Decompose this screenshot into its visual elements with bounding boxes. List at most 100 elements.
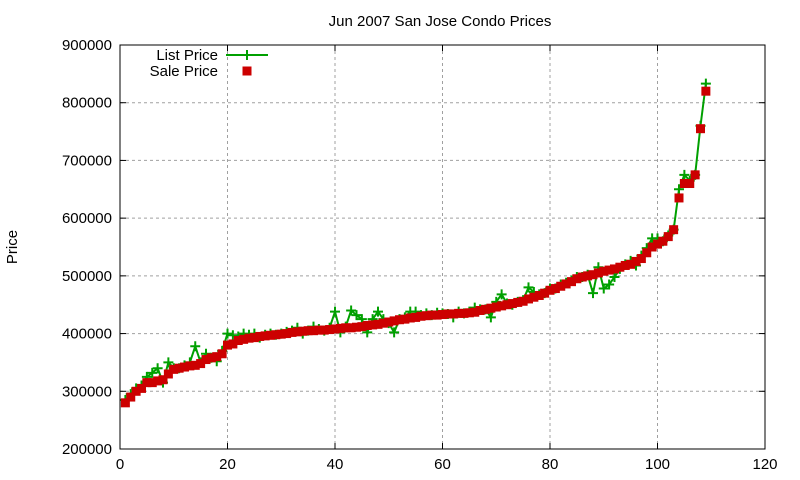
sale-price-point [212, 352, 222, 362]
y-tick-label: 300000 [62, 383, 112, 400]
x-tick-label: 120 [752, 456, 777, 473]
sale-price-point [481, 304, 490, 314]
sale-price-point [239, 334, 249, 344]
sale-price-point [593, 268, 603, 278]
sale-price-point [696, 124, 705, 134]
grid [120, 45, 765, 449]
list-price-point [609, 272, 620, 283]
sale-price-point [631, 256, 641, 266]
list-price-point [346, 305, 357, 316]
legend-sale-price-label: Sale Price [150, 63, 218, 80]
sale-price-point [389, 316, 399, 326]
sale-price-point [502, 300, 512, 310]
sale-price-point [271, 330, 281, 340]
sale-price-point [464, 308, 474, 318]
sale-price-point [120, 398, 130, 408]
sale-price-point [599, 266, 609, 276]
sale-price-point [475, 305, 485, 315]
list-price-point [163, 357, 174, 368]
sale-price-point [567, 277, 576, 287]
x-tick-label: 20 [219, 456, 236, 473]
sale-price-point [421, 311, 431, 321]
sale-price-point [513, 297, 523, 307]
y-tick-label: 400000 [62, 326, 112, 343]
y-tick-label: 900000 [62, 37, 112, 54]
list-price-point [152, 363, 163, 374]
sale-price-point [314, 325, 324, 335]
chart-title: Jun 2007 San Jose Condo Prices [329, 13, 552, 30]
sale-price-point [497, 301, 507, 311]
sale-price-point [255, 331, 265, 341]
y-tick-label: 600000 [62, 210, 112, 227]
series-group [120, 78, 711, 408]
sale-price-point [142, 378, 152, 388]
list-price-point [588, 288, 598, 299]
sale-price-point [507, 299, 517, 309]
sale-price-point [577, 272, 587, 282]
sale-price-point [309, 326, 318, 336]
sale-price-point [395, 315, 404, 325]
sale-price-point [416, 311, 426, 321]
sale-price-point [454, 308, 464, 318]
sale-price-point [163, 369, 173, 379]
list-price-point [496, 289, 507, 300]
sale-price-point [459, 308, 469, 318]
sale-price-point [169, 364, 179, 374]
list-price-point [147, 367, 158, 378]
sale-price-point [233, 335, 243, 345]
sale-price-point [373, 319, 383, 329]
sale-price-point [529, 292, 539, 302]
x-tick-label: 40 [327, 456, 344, 473]
sale-price-point [636, 254, 646, 264]
sale-price-point [180, 362, 189, 372]
sale-price-point [524, 294, 533, 304]
sale-price-point [647, 242, 657, 252]
sale-price-point [335, 323, 345, 333]
sale-price-point [669, 225, 679, 235]
sale-price-point [223, 340, 232, 350]
sale-price-point [276, 329, 286, 339]
sale-price-point [610, 264, 619, 274]
sale-price-point [405, 313, 415, 323]
sale-price-point [378, 318, 388, 328]
sale-price-point [674, 193, 684, 203]
sale-price-point [319, 325, 329, 335]
sale-price-point [260, 331, 270, 341]
sale-price-point [701, 86, 711, 96]
sale-price-point [658, 236, 668, 246]
list-price-point [222, 328, 233, 339]
legend: List Price Sale Price [150, 47, 268, 80]
sale-price-point [346, 323, 356, 333]
sale-price-point [432, 310, 442, 320]
sale-price-point [626, 259, 636, 269]
sale-price-point [292, 327, 302, 337]
sale-price-point [174, 363, 184, 373]
sale-price-point [266, 330, 275, 340]
y-tick-label: 500000 [62, 268, 112, 285]
sale-price-point [341, 323, 351, 333]
sale-price-point [352, 322, 361, 332]
list-price-point [373, 306, 383, 317]
list-price-point [485, 312, 496, 323]
list-price-point [598, 283, 609, 294]
sale-price-point [443, 309, 453, 319]
sale-price-point [604, 265, 614, 275]
sale-price-point [131, 386, 141, 396]
list-price-point [330, 306, 340, 317]
x-tick-label: 60 [434, 456, 451, 473]
sale-price-point [518, 296, 528, 306]
sale-price-point [196, 359, 206, 369]
legend-sale-price-marker [242, 66, 252, 76]
sale-price-point [427, 310, 437, 320]
sale-price-point [147, 378, 157, 388]
list-price-point [674, 184, 684, 195]
sale-price-point [190, 360, 200, 370]
list-price-point [679, 169, 690, 180]
sale-price-point [540, 288, 550, 298]
sale-price-point [561, 279, 571, 289]
sale-price-point [690, 170, 700, 180]
sale-price-point [545, 285, 555, 295]
sale-price-point [244, 333, 254, 343]
sale-price-point [556, 281, 566, 291]
